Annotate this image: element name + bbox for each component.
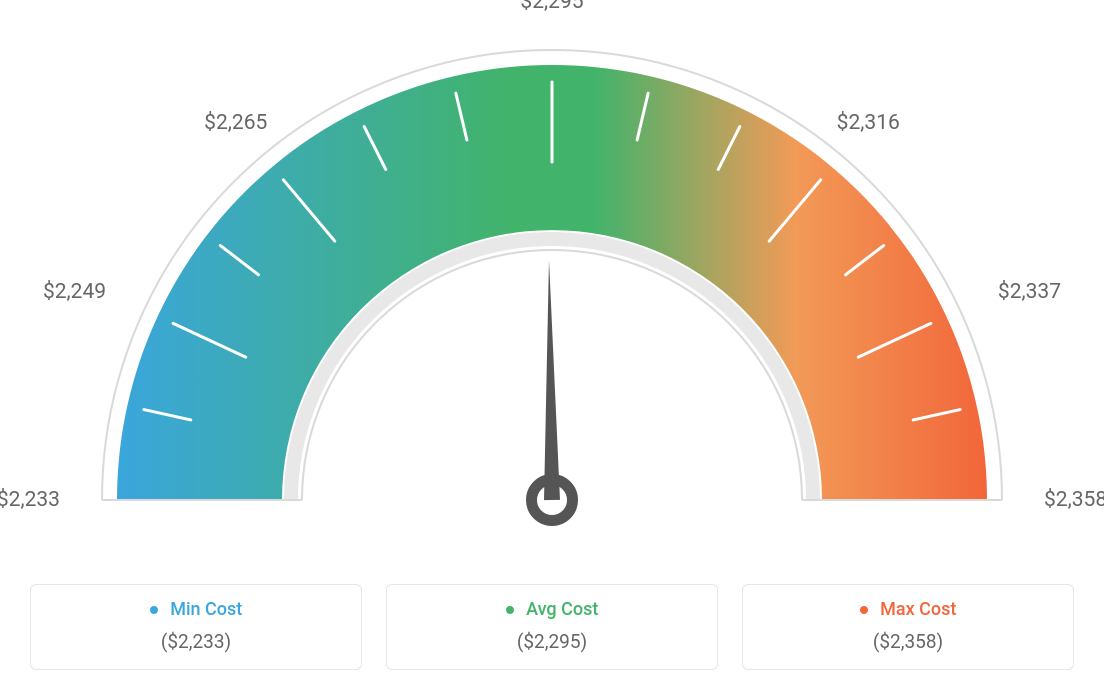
svg-text:$2,316: $2,316 <box>837 111 900 135</box>
avg-cost-card: Avg Cost ($2,295) <box>386 584 718 670</box>
min-cost-card: Min Cost ($2,233) <box>30 584 362 670</box>
cost-gauge-widget: $2,233 $2,249 $2,265 $2,295 $2,316 $2,337 $2,3… <box>0 0 1104 690</box>
svg-text:$2,358: $2,358 <box>1044 488 1104 512</box>
avg-cost-value: ($2,295) <box>387 630 717 653</box>
dot-icon <box>506 606 514 614</box>
max-cost-label: Max Cost <box>743 599 1073 620</box>
min-cost-value: ($2,233) <box>31 630 361 653</box>
avg-cost-label-text: Avg Cost <box>526 599 598 620</box>
cost-summary-cards: Min Cost ($2,233) Avg Cost ($2,295) Max … <box>30 584 1074 670</box>
svg-text:$2,337: $2,337 <box>998 280 1061 304</box>
min-cost-label: Min Cost <box>31 599 361 620</box>
min-cost-label-text: Min Cost <box>170 599 242 620</box>
max-cost-label-text: Max Cost <box>880 599 956 620</box>
svg-text:$2,295: $2,295 <box>520 0 583 14</box>
svg-text:$2,265: $2,265 <box>204 111 267 135</box>
svg-text:$2,249: $2,249 <box>43 280 106 304</box>
svg-text:$2,233: $2,233 <box>0 488 60 512</box>
max-cost-value: ($2,358) <box>743 630 1073 653</box>
gauge-chart: $2,233 $2,249 $2,265 $2,295 $2,316 $2,337 $2,3… <box>0 0 1104 560</box>
max-cost-card: Max Cost ($2,358) <box>742 584 1074 670</box>
avg-cost-label: Avg Cost <box>387 599 717 620</box>
dot-icon <box>860 606 868 614</box>
dot-icon <box>150 606 158 614</box>
